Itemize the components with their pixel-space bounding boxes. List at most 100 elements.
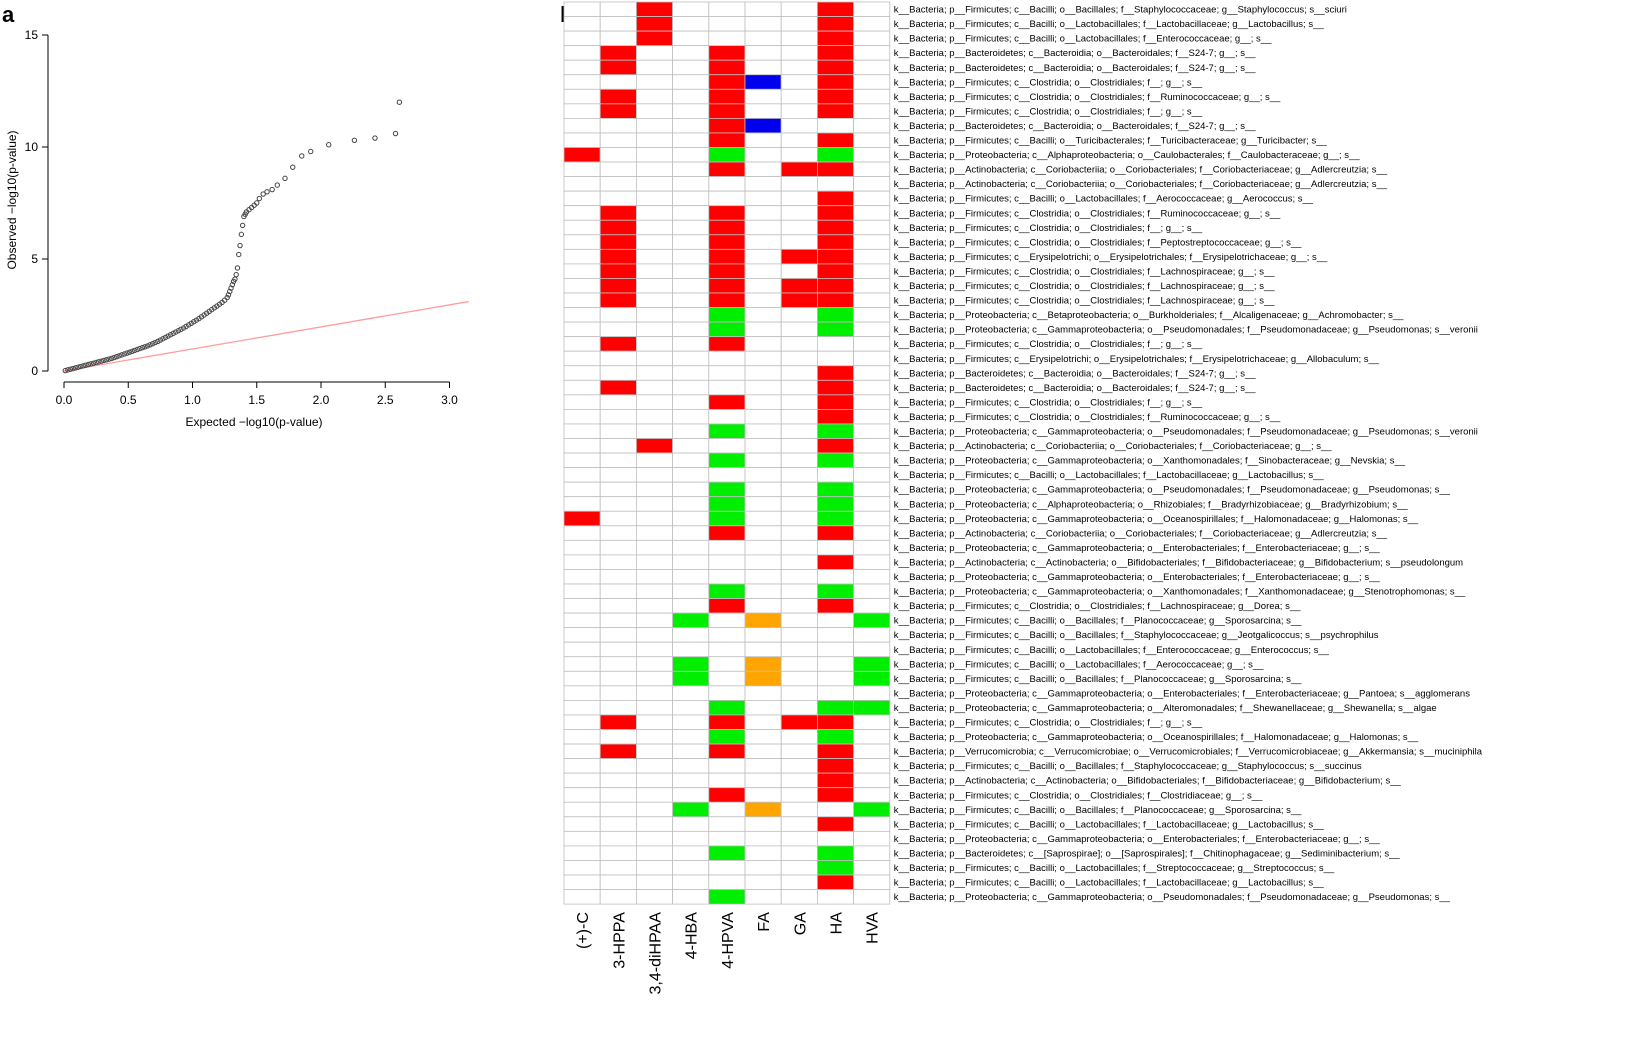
heatmap-cell xyxy=(853,845,891,861)
heatmap-cell xyxy=(636,365,674,381)
heatmap-cell xyxy=(563,59,601,76)
heatmap-cell xyxy=(744,408,782,425)
heatmap-cell xyxy=(563,161,601,178)
heatmap-cell xyxy=(780,336,818,352)
heatmap-cell xyxy=(817,205,855,221)
heatmap-cell xyxy=(853,467,891,483)
heatmap-cell xyxy=(672,248,710,265)
heatmap-cell xyxy=(817,394,855,410)
heatmap-cell xyxy=(853,394,891,410)
heatmap-cell xyxy=(744,321,782,338)
heatmap-cell xyxy=(708,510,746,527)
heatmap-cell xyxy=(672,830,710,847)
heatmap-cell xyxy=(599,787,637,803)
heatmap-cell xyxy=(744,787,782,803)
heatmap-cell xyxy=(563,583,601,599)
heatmap-cell xyxy=(780,627,818,643)
heatmap-cell xyxy=(563,394,601,410)
heatmap-cell xyxy=(636,350,674,367)
heatmap-cell xyxy=(817,59,855,76)
heatmap-cell xyxy=(744,598,782,614)
heatmap-cell xyxy=(817,510,855,527)
heatmap-cell xyxy=(636,307,674,323)
heatmap-cell xyxy=(599,641,637,658)
row-label: k__Bacteria; p__Proteobacteria; c__Gamma… xyxy=(894,587,1466,598)
heatmap-cell xyxy=(563,438,601,454)
heatmap-cell xyxy=(599,234,637,250)
heatmap-cell xyxy=(636,743,674,759)
heatmap-cell xyxy=(672,874,710,890)
heatmap-cell xyxy=(599,74,637,90)
heatmap-cell xyxy=(744,612,782,629)
heatmap-cell xyxy=(708,656,746,672)
heatmap-cell xyxy=(744,845,782,861)
heatmap-cell xyxy=(599,176,637,192)
heatmap-cell xyxy=(636,161,674,178)
heatmap-cell xyxy=(708,481,746,498)
heatmap-cell xyxy=(563,830,601,847)
heatmap-cell xyxy=(817,889,855,905)
heatmap-cell xyxy=(744,889,782,905)
heatmap-cell xyxy=(563,714,601,730)
heatmap-cell xyxy=(563,554,601,570)
row-label: k__Bacteria; p__Firmicutes; c__Clostridi… xyxy=(894,106,1203,117)
heatmap-cell xyxy=(780,248,818,265)
heatmap-cell xyxy=(599,452,637,468)
heatmap-cell xyxy=(744,132,782,148)
heatmap-cell xyxy=(817,670,855,687)
heatmap-cell xyxy=(599,510,637,527)
heatmap-cell xyxy=(780,307,818,323)
heatmap-cell xyxy=(599,307,637,323)
heatmap-cell xyxy=(672,263,710,279)
heatmap-cell xyxy=(599,248,637,265)
heatmap-cell xyxy=(708,598,746,614)
heatmap-cell xyxy=(744,496,782,512)
row-label: k__Bacteria; p__Firmicutes; c__Bacilli; … xyxy=(894,19,1325,30)
heatmap-cell xyxy=(780,278,818,294)
heatmap-cell xyxy=(744,30,782,47)
heatmap-cell xyxy=(853,176,891,192)
column-label: 4-HBA xyxy=(684,912,701,959)
row-label: k__Bacteria; p__Firmicutes; c__Clostridi… xyxy=(894,397,1203,408)
heatmap-cell xyxy=(672,714,710,730)
heatmap-cell xyxy=(780,860,818,876)
heatmap-cell xyxy=(817,627,855,643)
heatmap-cell xyxy=(780,845,818,861)
heatmap-cell xyxy=(563,248,601,265)
heatmap-cell xyxy=(780,743,818,759)
heatmap-cell xyxy=(708,714,746,730)
heatmap-cell xyxy=(817,641,855,658)
heatmap-cell xyxy=(563,1,601,17)
heatmap-cell xyxy=(599,278,637,294)
heatmap-cell xyxy=(599,670,637,687)
heatmap-cell xyxy=(708,248,746,265)
heatmap-cell xyxy=(563,758,601,774)
heatmap-cell xyxy=(744,641,782,658)
heatmap-cell xyxy=(636,190,674,207)
heatmap-cell xyxy=(817,365,855,381)
heatmap-cell xyxy=(636,685,674,701)
heatmap-cell xyxy=(853,583,891,599)
heatmap-cell xyxy=(672,379,710,396)
row-label: k__Bacteria; p__Proteobacteria; c__Gamma… xyxy=(894,427,1478,438)
heatmap-cell xyxy=(708,496,746,512)
heatmap-cell xyxy=(563,365,601,381)
heatmap-cell xyxy=(636,45,674,61)
heatmap-cell xyxy=(780,59,818,76)
heatmap-cell xyxy=(599,394,637,410)
heatmap-cell xyxy=(563,336,601,352)
heatmap-cell xyxy=(563,539,601,556)
row-label: k__Bacteria; p__Firmicutes; c__Clostridi… xyxy=(894,790,1263,801)
heatmap-cell xyxy=(744,830,782,847)
heatmap-cell xyxy=(744,190,782,207)
row-label: k__Bacteria; p__Firmicutes; c__Bacilli; … xyxy=(894,645,1330,656)
heatmap-cell xyxy=(672,176,710,192)
heatmap-cell xyxy=(744,510,782,527)
heatmap-cell xyxy=(708,16,746,32)
heatmap-cell xyxy=(599,379,637,396)
heatmap-cell xyxy=(853,350,891,367)
heatmap-cell xyxy=(599,118,637,134)
heatmap-cell xyxy=(563,16,601,32)
heatmap-cell xyxy=(636,263,674,279)
